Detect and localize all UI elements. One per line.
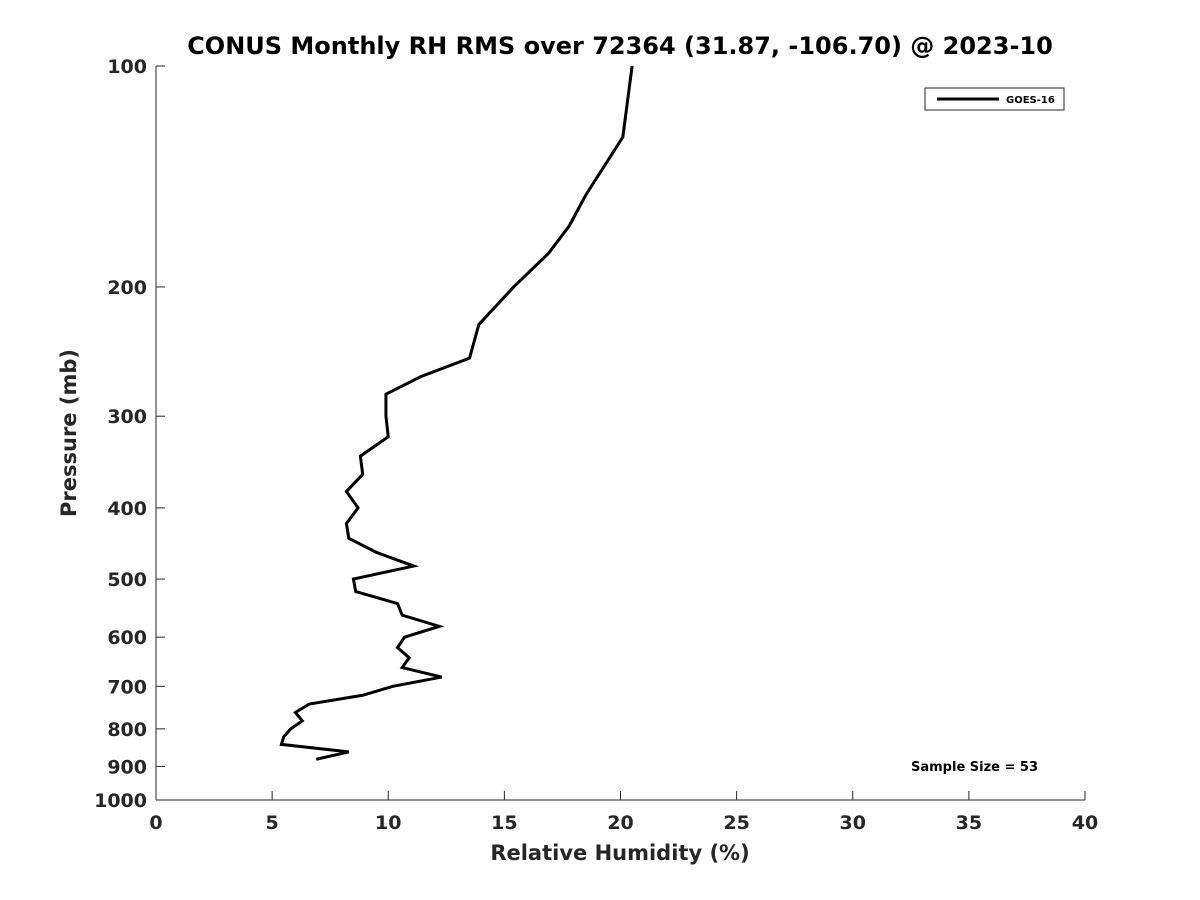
x-axis-label: Relative Humidity (%) <box>490 841 749 865</box>
x-tick-label: 10 <box>375 812 401 834</box>
legend: GOES-16 <box>924 87 1065 111</box>
y-tick-label: 800 <box>107 719 147 741</box>
y-tick-label: 500 <box>107 569 147 591</box>
y-tick-label: 300 <box>107 406 147 428</box>
series-layer <box>279 65 634 761</box>
x-tick-label: 25 <box>723 812 749 834</box>
x-tick-label: 40 <box>1072 812 1098 834</box>
y-tick-label: 400 <box>107 498 147 520</box>
y-tick-label: 1000 <box>94 790 147 812</box>
x-tick-label: 30 <box>840 812 866 834</box>
sample-size-annotation: Sample Size = 53 <box>911 760 1038 775</box>
legend-label-goes-16: GOES-16 <box>1006 95 1055 106</box>
x-tick-label: 0 <box>149 812 162 834</box>
chart-title: CONUS Monthly RH RMS over 72364 (31.87, … <box>187 32 1053 60</box>
y-ticks: 100 200 300 400 500 600 700 800 900 1000 <box>94 56 165 812</box>
y-tick-label: 600 <box>107 627 147 649</box>
series-line-goes-16 <box>279 65 634 761</box>
x-tick-label: 35 <box>956 812 982 834</box>
y-tick-label: 100 <box>107 56 147 78</box>
y-axis-label: Pressure (mb) <box>57 349 81 517</box>
x-ticks: 0 5 10 15 20 25 30 35 40 <box>149 791 1098 834</box>
y-tick-label: 900 <box>107 756 147 778</box>
x-tick-label: 20 <box>607 812 633 834</box>
x-tick-label: 15 <box>491 812 517 834</box>
y-tick-label: 700 <box>107 676 147 698</box>
x-tick-label: 5 <box>266 812 279 834</box>
y-tick-label: 200 <box>107 277 147 299</box>
